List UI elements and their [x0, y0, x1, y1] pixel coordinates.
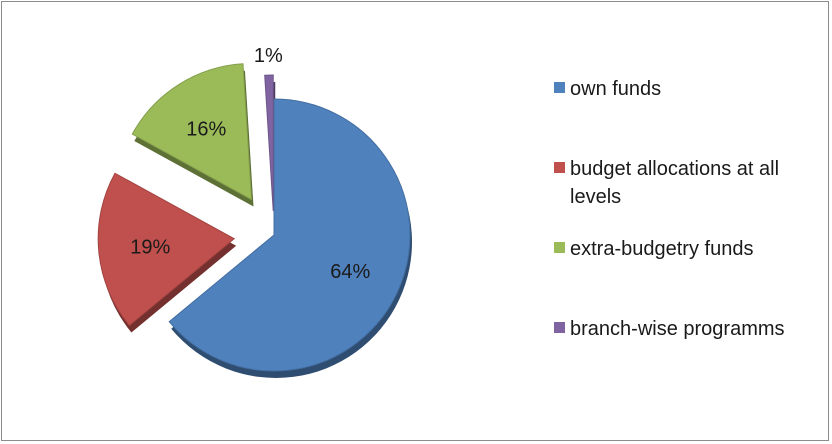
legend-label: budget allocations at all levels: [570, 158, 780, 208]
pie-slice-branch-wise-programs: [264, 74, 274, 212]
legend: own funds budget allocations at all leve…: [554, 2, 824, 442]
legend-label: branch-wise programms: [570, 318, 785, 340]
legend-label: own funds: [570, 78, 662, 100]
pie-chart: 64% 19% 16% 1%: [97, 45, 413, 379]
data-label-budget-allocations: 19%: [130, 237, 170, 259]
legend-item-branch-wise-programs: branch-wise programms: [554, 315, 810, 343]
legend-item-own-funds: own funds: [554, 75, 810, 103]
legend-item-extra-budgetary-funds: extra-budgetry funds: [554, 235, 810, 263]
legend-swatch-own-funds: [554, 82, 565, 93]
legend-swatch-budget-allocations: [554, 162, 565, 173]
pie-slice-extra-budgetary-funds: [131, 63, 253, 201]
data-label-extra-budgetary-funds: 16%: [186, 118, 226, 140]
data-label-own-funds: 64%: [330, 261, 370, 283]
legend-label: extra-budgetry funds: [570, 238, 754, 260]
pie-slice-budget-allocations: [97, 172, 236, 327]
legend-item-budget-allocations: budget allocations at all levels: [554, 155, 810, 211]
pie-slice-own-funds: [168, 98, 411, 372]
data-label-branch-wise-programs: 1%: [254, 45, 283, 67]
legend-swatch-branch-wise-programs: [554, 322, 565, 333]
legend-swatch-extra-budgetary-funds: [554, 242, 565, 253]
